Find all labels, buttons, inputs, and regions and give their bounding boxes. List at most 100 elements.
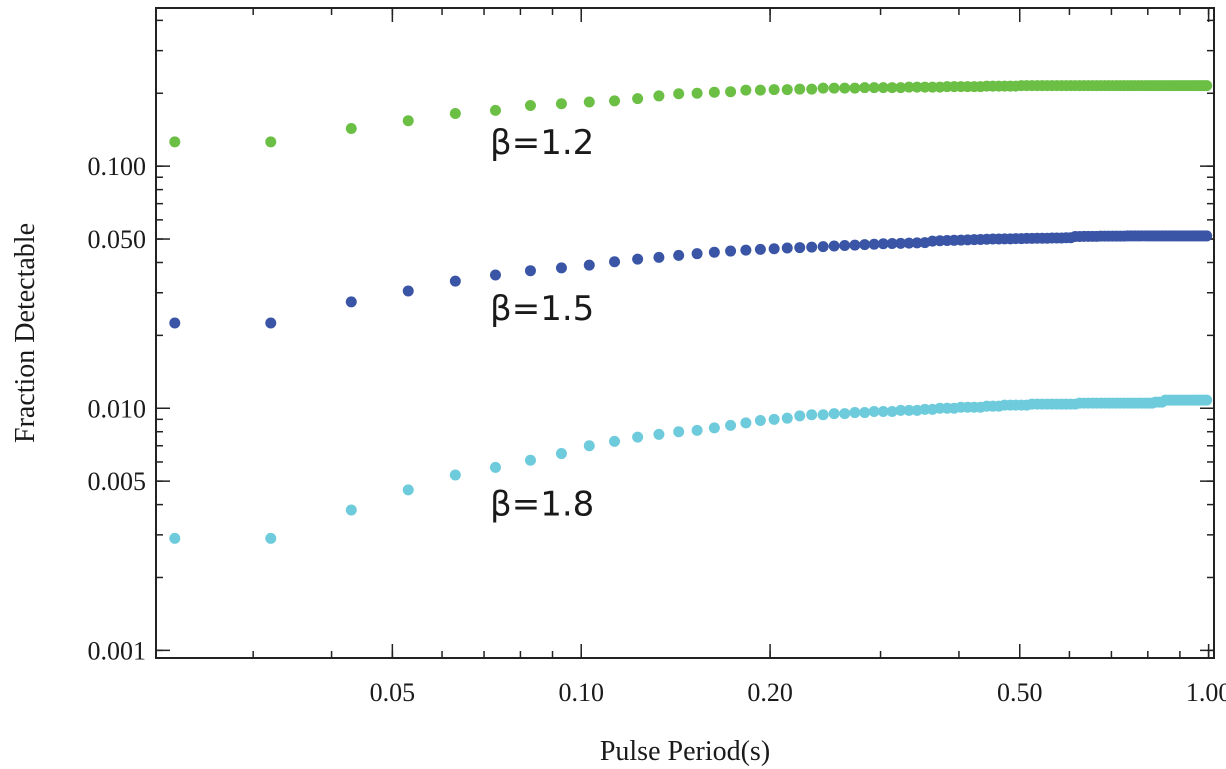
plot-frame (155, 7, 1215, 659)
data-point (402, 115, 414, 127)
data-point (265, 317, 277, 329)
data-point (449, 469, 461, 481)
data-point (754, 415, 766, 427)
data-point (632, 431, 644, 443)
data-point (489, 461, 501, 473)
data-point (849, 82, 861, 94)
data-point (859, 239, 871, 251)
data-point (895, 404, 907, 416)
data-point (653, 428, 665, 440)
data-point (868, 405, 880, 417)
data-point (868, 82, 880, 94)
data-point (806, 83, 818, 95)
data-point (609, 256, 621, 268)
data-point (886, 82, 898, 94)
y-tick-label: 0.010 (88, 394, 147, 423)
data-point (903, 81, 915, 93)
data-point (877, 82, 889, 94)
x-tick-label: 0.10 (558, 678, 604, 707)
data-point (609, 95, 621, 107)
data-point (806, 241, 818, 253)
data-points (169, 80, 1213, 544)
data-point (489, 104, 501, 116)
data-point (725, 245, 737, 257)
data-point (583, 259, 595, 271)
data-point (794, 242, 806, 254)
data-point (632, 253, 644, 265)
data-point (911, 237, 923, 249)
data-point (524, 454, 536, 466)
data-point (806, 409, 818, 421)
data-point (708, 422, 720, 434)
data-point (555, 448, 567, 460)
data-point (1201, 230, 1213, 242)
data-point (265, 532, 277, 544)
series-1 (169, 80, 1213, 148)
x-tick-labels: 0.05 0.10 0.20 0.50 1.00 (370, 678, 1226, 707)
data-point (691, 424, 703, 436)
data-point (911, 81, 923, 93)
data-point (169, 532, 181, 544)
data-point (740, 244, 752, 256)
data-point (886, 238, 898, 250)
data-point (345, 296, 357, 308)
data-point (895, 82, 907, 94)
data-point (839, 240, 851, 252)
data-point (768, 243, 780, 255)
series-annotations: β=1.2 β=1.5 β=1.8 (490, 123, 594, 524)
data-point (609, 435, 621, 447)
data-point (828, 408, 840, 420)
data-point (449, 275, 461, 287)
data-point (849, 407, 861, 419)
data-point (653, 90, 665, 102)
x-tick-label: 0.05 (370, 678, 416, 707)
data-point (725, 86, 737, 98)
data-point (1201, 394, 1213, 406)
series-annotation: β=1.8 (490, 485, 594, 525)
data-point (919, 403, 931, 415)
data-point (402, 484, 414, 496)
data-point (877, 238, 889, 250)
data-point (817, 409, 829, 421)
data-point (583, 440, 595, 452)
data-point (754, 243, 766, 255)
data-point (489, 269, 501, 281)
data-point (402, 285, 414, 297)
y-tick-label: 0.005 (88, 467, 147, 496)
data-point (919, 81, 931, 93)
data-point (673, 88, 685, 100)
data-point (691, 248, 703, 260)
data-point (828, 240, 840, 252)
series-3 (169, 394, 1213, 544)
x-tick-label: 1.00 (1186, 678, 1226, 707)
data-point (708, 86, 720, 98)
data-point (1201, 80, 1213, 92)
data-point (754, 84, 766, 96)
data-point (817, 82, 829, 94)
data-point (740, 417, 752, 429)
data-point (781, 84, 793, 96)
x-axis-title: Pulse Period(s) (600, 736, 770, 767)
x-tick-label: 0.20 (747, 678, 793, 707)
axis-ticks (156, 8, 1214, 658)
data-point (794, 83, 806, 95)
x-tick-label: 0.50 (997, 678, 1043, 707)
data-point (555, 262, 567, 274)
data-point (868, 238, 880, 250)
series-annotation: β=1.5 (490, 289, 594, 329)
data-point (877, 405, 889, 417)
y-tick-label: 0.001 (88, 636, 147, 665)
data-point (768, 84, 780, 96)
data-point (265, 136, 277, 148)
y-tick-labels: 0.001 0.005 0.010 0.050 0.100 (88, 152, 147, 665)
data-point (555, 98, 567, 110)
data-point (691, 87, 703, 99)
data-point (839, 82, 851, 94)
y-axis-title: Fraction Detectable (10, 223, 41, 443)
y-tick-label: 0.050 (88, 225, 147, 254)
data-point (903, 237, 915, 249)
data-point (524, 100, 536, 112)
data-point (673, 249, 685, 261)
data-point (781, 242, 793, 254)
